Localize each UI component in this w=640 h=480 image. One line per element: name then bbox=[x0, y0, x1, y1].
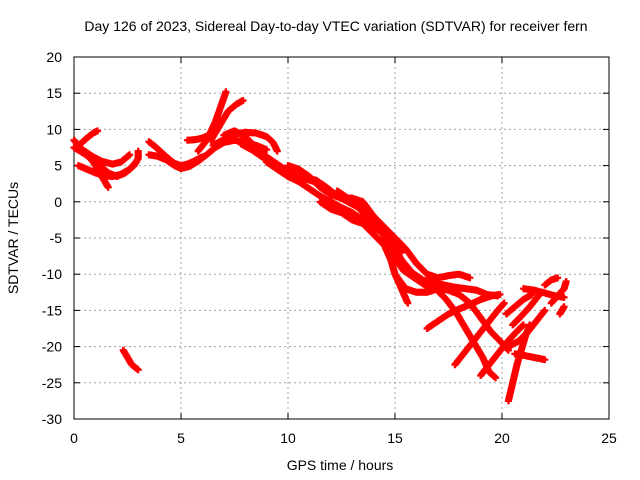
y-tick-label: -25 bbox=[42, 375, 62, 391]
x-tick-label: 0 bbox=[70, 430, 78, 446]
data-point bbox=[500, 299, 508, 307]
series-trace-30 bbox=[541, 274, 562, 289]
data-point bbox=[496, 290, 504, 298]
series-trace-11 bbox=[207, 96, 247, 144]
series-trace-21 bbox=[423, 290, 504, 332]
series-trace-28 bbox=[511, 350, 549, 364]
series-trace-19 bbox=[378, 234, 500, 382]
data-point bbox=[134, 366, 142, 374]
data-point bbox=[466, 274, 474, 282]
series-trace-26 bbox=[509, 292, 542, 329]
series-trace-15 bbox=[263, 158, 405, 256]
data-point bbox=[134, 147, 142, 155]
series-trace-3 bbox=[74, 158, 140, 180]
y-tick-label: -30 bbox=[42, 411, 62, 427]
x-tick-label: 25 bbox=[601, 430, 617, 446]
data-point bbox=[562, 277, 570, 285]
y-axis-label: SDTVAR / TECUs bbox=[5, 182, 21, 294]
series-trace-6 bbox=[119, 346, 142, 374]
x-tick-label: 20 bbox=[494, 430, 510, 446]
series-trace-20 bbox=[391, 270, 512, 354]
data-point bbox=[492, 374, 500, 382]
data-point bbox=[560, 303, 568, 311]
y-tick-label: 20 bbox=[46, 49, 62, 65]
data-point bbox=[554, 274, 562, 282]
data-point bbox=[541, 356, 549, 364]
data-point bbox=[239, 96, 247, 104]
x-tick-label: 15 bbox=[387, 430, 403, 446]
data-point bbox=[404, 299, 412, 307]
chart-title: Day 126 of 2023, Sidereal Day-to-day VTE… bbox=[84, 18, 587, 34]
series-trace-25 bbox=[504, 306, 549, 351]
y-tick-label: 15 bbox=[46, 85, 62, 101]
data-point bbox=[104, 183, 112, 191]
axis-ticks: 0 5 10 15 20 25 -30 -25 -20 -15 -10 -5 0 5 10 15 20 bbox=[42, 49, 617, 446]
y-tick-label: -10 bbox=[42, 266, 62, 282]
data-point bbox=[541, 306, 549, 314]
x-axis-label: GPS time / hours bbox=[287, 457, 394, 473]
series-trace-22 bbox=[451, 299, 508, 369]
data-point bbox=[519, 321, 527, 329]
y-tick-label: -5 bbox=[50, 230, 63, 246]
y-tick-label: 0 bbox=[54, 194, 62, 210]
y-tick-label: -20 bbox=[42, 339, 62, 355]
grid-lines bbox=[74, 57, 609, 419]
y-tick-label: -15 bbox=[42, 302, 62, 318]
y-tick-label: 5 bbox=[54, 158, 62, 174]
y-tick-label: 10 bbox=[46, 121, 62, 137]
data-point bbox=[560, 293, 568, 301]
data-point bbox=[222, 88, 230, 96]
series-trace-23 bbox=[477, 321, 527, 380]
data-points bbox=[70, 88, 570, 405]
data-point bbox=[273, 147, 281, 155]
series-trace-5 bbox=[81, 147, 134, 168]
series-trace-32 bbox=[556, 303, 568, 318]
data-point bbox=[132, 158, 140, 166]
series-trace-31 bbox=[547, 277, 570, 307]
data-point bbox=[126, 151, 134, 159]
data-point bbox=[263, 146, 271, 154]
series-trace-4 bbox=[76, 127, 102, 148]
data-point bbox=[94, 127, 102, 135]
x-tick-label: 5 bbox=[177, 430, 185, 446]
x-tick-label: 10 bbox=[280, 430, 296, 446]
